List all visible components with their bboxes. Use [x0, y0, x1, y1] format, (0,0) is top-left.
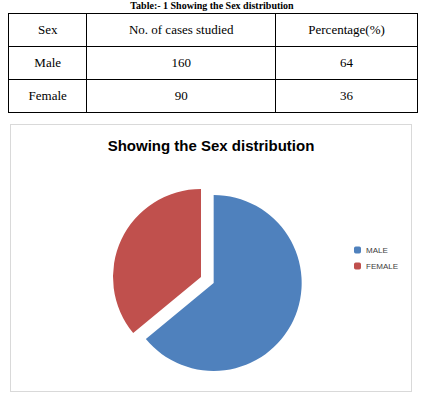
html-text:160: 160 [171, 55, 191, 70]
svg-text:MALE: MALE [366, 246, 388, 255]
html-text:Percentage(%): Percentage(%) [308, 22, 385, 37]
html-text:Male: Male [34, 55, 62, 70]
html-text:Female: Female [28, 88, 67, 103]
html-text:Sex: Sex [38, 22, 58, 37]
svg-text:FEMALE: FEMALE [366, 262, 398, 271]
html-text:Table:- 1 Showing the Sex dist: Table:- 1 Showing the Sex distribution [130, 0, 294, 11]
html-text:No. of cases studied: No. of cases studied [128, 22, 234, 37]
svg-text:Showing the Sex distribution: Showing the Sex distribution [108, 137, 315, 154]
html-text:90: 90 [174, 88, 188, 103]
html-text:64: 64 [340, 55, 353, 70]
html-text:36: 36 [340, 88, 353, 103]
